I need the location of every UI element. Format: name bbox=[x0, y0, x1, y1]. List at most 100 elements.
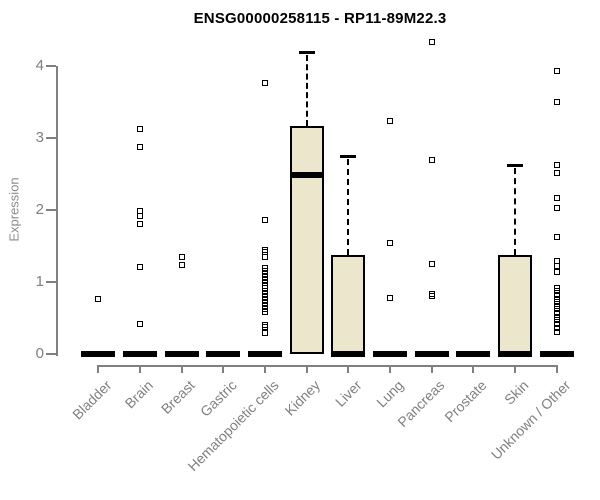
x-axis-tick bbox=[138, 365, 141, 373]
x-axis-tick bbox=[180, 365, 183, 373]
x-axis-line bbox=[97, 365, 558, 367]
outlier-point bbox=[136, 212, 143, 219]
category-label: Liver bbox=[331, 377, 365, 410]
outlier-point bbox=[553, 284, 560, 291]
median-line bbox=[247, 351, 282, 357]
outlier-point bbox=[136, 144, 143, 151]
x-axis-tick bbox=[222, 365, 225, 373]
outlier-point bbox=[95, 295, 102, 302]
y-axis-tick-label: 0 bbox=[35, 345, 44, 362]
outlier-point bbox=[553, 313, 560, 320]
outlier-point bbox=[136, 320, 143, 327]
whisker-cap bbox=[340, 155, 357, 158]
outlier-point bbox=[553, 195, 560, 202]
whisker-line bbox=[513, 167, 516, 256]
outlier-point bbox=[553, 302, 560, 309]
median-line bbox=[497, 351, 532, 357]
median-line bbox=[122, 351, 157, 357]
outlier-point bbox=[553, 161, 560, 168]
outlier-point bbox=[261, 249, 268, 256]
median-line bbox=[372, 351, 407, 357]
category-label: Breast bbox=[158, 377, 198, 417]
box bbox=[289, 126, 324, 354]
outlier-point bbox=[136, 263, 143, 270]
x-axis-tick bbox=[430, 365, 433, 373]
outlier-point bbox=[136, 220, 143, 227]
median-line bbox=[456, 351, 491, 357]
box bbox=[497, 255, 532, 354]
median-line bbox=[164, 351, 199, 357]
median-line bbox=[539, 351, 574, 357]
outlier-point bbox=[553, 295, 560, 302]
outlier-point bbox=[553, 99, 560, 105]
outlier-point bbox=[553, 328, 560, 335]
x-axis-tick bbox=[513, 365, 516, 373]
y-axis-tick bbox=[46, 65, 56, 67]
whisker-cap bbox=[506, 163, 523, 167]
median-line bbox=[289, 172, 324, 179]
outlier-point bbox=[553, 309, 560, 316]
outlier-point bbox=[428, 157, 435, 164]
x-axis-tick bbox=[263, 365, 266, 373]
y-axis-tick-label: 2 bbox=[35, 201, 44, 218]
chart-title: ENSG00000258115 - RP11-89M22.3 bbox=[193, 10, 447, 27]
outlier-point bbox=[553, 320, 560, 327]
category-label: Unknown / Other bbox=[487, 377, 573, 463]
outlier-point bbox=[553, 317, 560, 324]
y-axis-line bbox=[56, 66, 58, 356]
outlier-point bbox=[428, 39, 435, 46]
outlier-point bbox=[428, 261, 435, 267]
x-axis-tick bbox=[555, 365, 558, 373]
category-label: Prostate bbox=[441, 377, 490, 426]
outlier-point bbox=[261, 323, 268, 330]
outlier-point bbox=[553, 325, 560, 332]
outlier-point bbox=[553, 170, 560, 177]
outlier-point bbox=[178, 253, 185, 260]
whisker-cap bbox=[298, 50, 315, 54]
y-axis-tick-label: 4 bbox=[35, 57, 44, 74]
y-axis-tick-label: 3 bbox=[35, 129, 44, 146]
outlier-point bbox=[553, 233, 560, 240]
box bbox=[331, 255, 366, 354]
median-line bbox=[414, 351, 449, 357]
median-line bbox=[81, 351, 116, 357]
outlier-point bbox=[386, 117, 393, 124]
median-line bbox=[331, 351, 366, 357]
x-axis-tick bbox=[97, 365, 100, 373]
outlier-point bbox=[386, 240, 393, 247]
outlier-point bbox=[261, 217, 268, 224]
y-axis-tick bbox=[46, 281, 56, 283]
y-axis-tick-label: 1 bbox=[35, 273, 44, 290]
x-axis-tick bbox=[305, 365, 308, 373]
category-label: Kidney bbox=[281, 377, 323, 419]
outlier-point bbox=[178, 261, 185, 268]
outlier-point bbox=[261, 330, 268, 337]
outlier-point bbox=[386, 294, 393, 301]
y-axis-tick bbox=[46, 353, 56, 355]
outlier-point bbox=[553, 291, 560, 298]
outlier-point bbox=[261, 80, 268, 87]
outlier-point bbox=[553, 268, 560, 275]
outlier-point bbox=[553, 68, 560, 75]
x-axis-tick bbox=[388, 365, 391, 373]
x-axis-tick bbox=[472, 365, 475, 373]
outlier-point bbox=[553, 288, 560, 295]
outlier-point bbox=[553, 306, 560, 313]
whisker-line bbox=[305, 54, 308, 127]
category-label: Skin bbox=[500, 377, 532, 408]
category-label: Bladder bbox=[69, 377, 115, 423]
y-axis-tick bbox=[46, 209, 56, 211]
outlier-point bbox=[136, 125, 143, 132]
category-label: Lung bbox=[372, 377, 407, 411]
y-axis-tick bbox=[46, 137, 56, 139]
whisker-line bbox=[347, 159, 350, 256]
outlier-point bbox=[553, 204, 560, 211]
outlier-point bbox=[261, 253, 268, 260]
outlier-point bbox=[428, 293, 435, 300]
x-axis-tick bbox=[347, 365, 350, 373]
median-line bbox=[206, 351, 241, 357]
outlier-point bbox=[553, 263, 560, 270]
outlier-point bbox=[553, 299, 560, 306]
